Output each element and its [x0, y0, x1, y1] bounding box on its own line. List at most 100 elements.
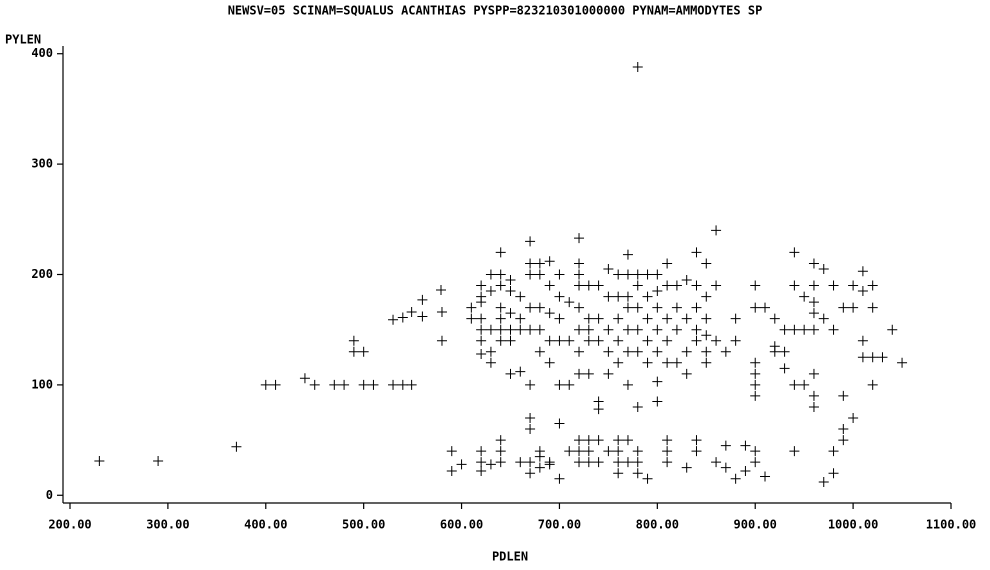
point: [544, 256, 555, 267]
point: [632, 269, 643, 280]
point: [358, 379, 369, 390]
point: [260, 379, 271, 390]
point: [603, 368, 614, 379]
point: [554, 379, 565, 390]
point: [593, 435, 604, 446]
point: [808, 401, 819, 412]
point: [574, 435, 585, 446]
x-tick-label: 500.00: [342, 518, 385, 532]
x-tick-label: 1100.00: [926, 518, 977, 532]
point: [720, 462, 731, 473]
point: [632, 61, 643, 72]
point: [887, 324, 898, 335]
point: [593, 335, 604, 346]
point: [358, 346, 369, 357]
point: [574, 446, 585, 457]
point: [495, 302, 506, 313]
x-tick-label: 300.00: [146, 518, 189, 532]
point: [701, 330, 712, 341]
point: [642, 313, 653, 324]
point: [789, 379, 800, 390]
point: [662, 446, 673, 457]
y-tick-label: 400: [31, 46, 53, 60]
point: [662, 357, 673, 368]
point: [613, 313, 624, 324]
x-tick-label: 200.00: [48, 518, 91, 532]
point: [593, 313, 604, 324]
point: [94, 456, 105, 467]
point: [632, 280, 643, 291]
point: [662, 313, 673, 324]
point: [808, 280, 819, 291]
point: [691, 335, 702, 346]
point: [662, 280, 673, 291]
point: [789, 280, 800, 291]
point: [554, 313, 565, 324]
point: [583, 335, 594, 346]
point: [495, 335, 506, 346]
point: [613, 357, 624, 368]
point: [808, 324, 819, 335]
point: [799, 291, 810, 302]
point: [153, 456, 164, 467]
point: [701, 258, 712, 269]
point: [740, 465, 751, 476]
point: [848, 280, 859, 291]
point: [681, 346, 692, 357]
point: [534, 346, 545, 357]
point: [505, 368, 516, 379]
point: [574, 346, 585, 357]
point: [446, 465, 457, 476]
point: [652, 324, 663, 335]
point: [554, 418, 565, 429]
point: [701, 346, 712, 357]
point: [828, 446, 839, 457]
x-tick-label: 800.00: [636, 518, 679, 532]
point: [691, 324, 702, 335]
point: [436, 307, 447, 318]
point: [652, 302, 663, 313]
point: [476, 324, 487, 335]
point: [406, 307, 417, 318]
point: [838, 435, 849, 446]
point: [564, 379, 575, 390]
point: [574, 280, 585, 291]
point: [897, 357, 908, 368]
y-axis-label: PYLEN: [5, 33, 41, 47]
point: [515, 291, 526, 302]
point: [622, 457, 633, 468]
point: [632, 346, 643, 357]
point: [525, 413, 536, 424]
point: [554, 269, 565, 280]
point: [583, 457, 594, 468]
point: [348, 335, 359, 346]
point: [622, 269, 633, 280]
x-tick-label: 600.00: [440, 518, 483, 532]
point: [397, 379, 408, 390]
point: [632, 324, 643, 335]
point: [603, 291, 614, 302]
point: [779, 324, 790, 335]
point: [632, 302, 643, 313]
point: [525, 379, 536, 390]
point: [750, 357, 761, 368]
point: [534, 462, 545, 473]
point: [485, 459, 496, 470]
point: [799, 324, 810, 335]
point: [750, 457, 761, 468]
point: [808, 390, 819, 401]
point: [495, 280, 506, 291]
point: [789, 247, 800, 258]
point: [583, 280, 594, 291]
point: [760, 471, 771, 482]
point: [476, 457, 487, 468]
point: [593, 404, 604, 415]
point: [681, 462, 692, 473]
point: [574, 457, 585, 468]
point: [485, 286, 496, 297]
point: [867, 280, 878, 291]
point: [309, 379, 320, 390]
point: [808, 297, 819, 308]
point: [583, 324, 594, 335]
